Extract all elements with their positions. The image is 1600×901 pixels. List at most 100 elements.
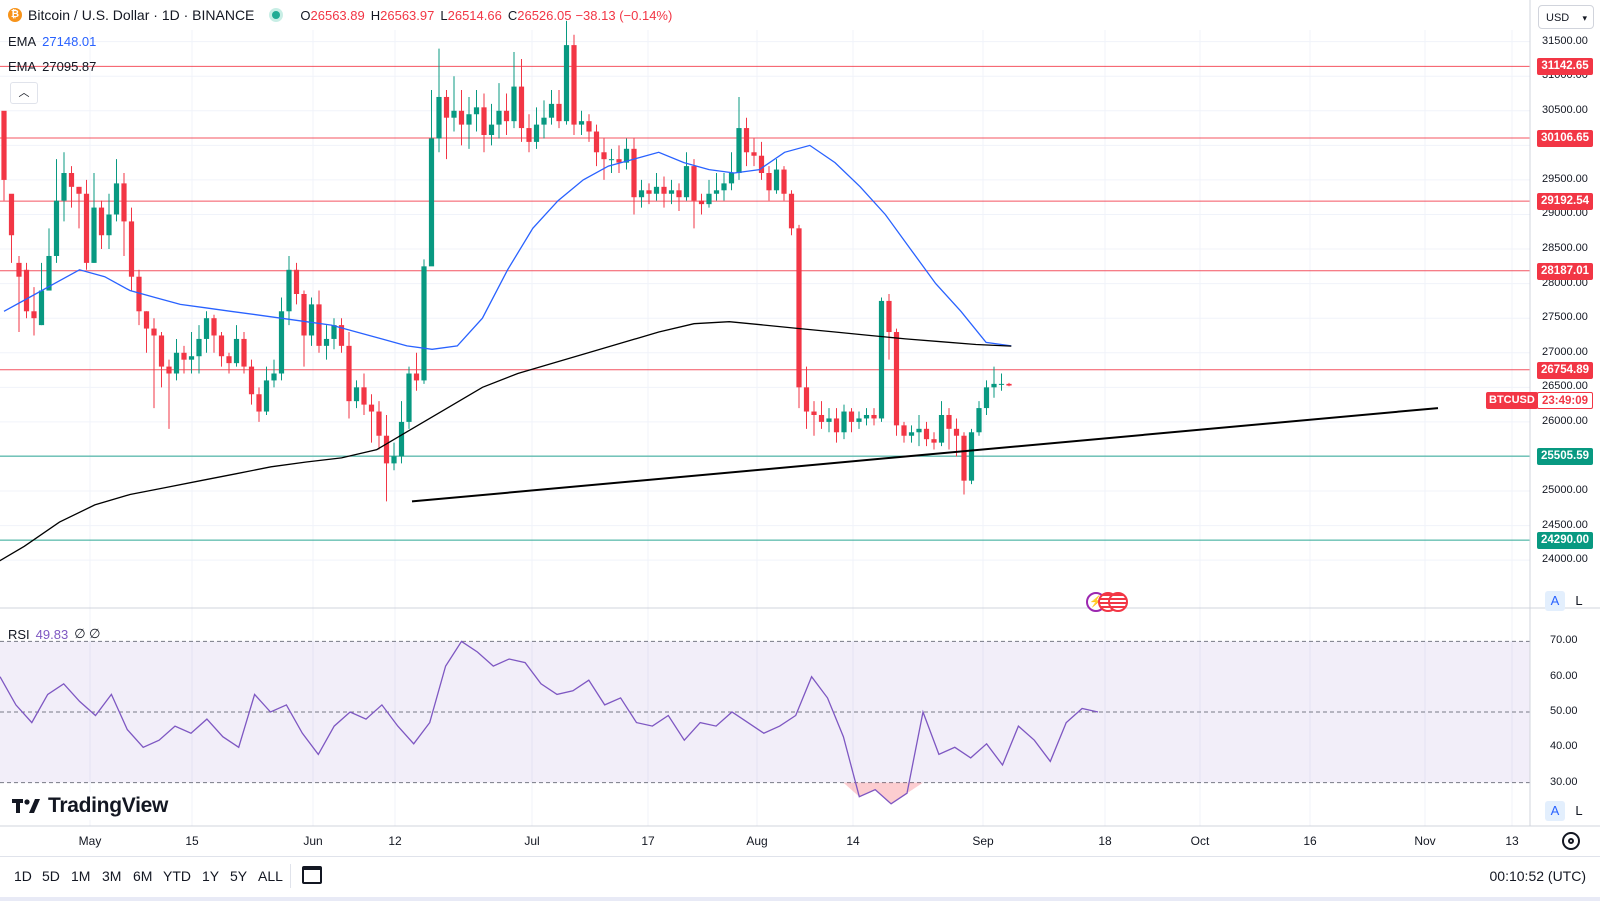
candle-body: [241, 338, 247, 367]
candle-body: [796, 228, 802, 388]
rsi-value: 49.83: [35, 626, 69, 642]
time-tick: Sep: [972, 834, 994, 848]
candle-series: [1, 20, 1012, 502]
symbol-price-tag: BTCUSD: [1486, 392, 1538, 409]
candle-body: [436, 96, 442, 139]
candle-body: [728, 173, 735, 184]
candle-body: [788, 193, 795, 229]
price-tick: 29000.00: [1542, 207, 1588, 220]
candle-body: [721, 183, 727, 191]
candle-body: [548, 103, 555, 118]
candle-body: [871, 414, 877, 419]
range-button-1m[interactable]: 1M: [71, 868, 91, 884]
rsi-line: [0, 640, 1099, 805]
rsi-legend[interactable]: RSI 49.83 ∅ ∅: [8, 626, 100, 642]
market-status-dot: [272, 11, 281, 19]
candle-body: [406, 373, 412, 422]
candle-body: [638, 190, 645, 198]
horizontal-levels[interactable]: [0, 65, 1530, 541]
candle-body: [766, 173, 772, 191]
range-button-all[interactable]: ALL: [258, 868, 283, 884]
log-scale-button[interactable]: L: [1575, 593, 1583, 608]
collapse-legend-button[interactable]: ︿: [10, 82, 38, 104]
range-button-1d[interactable]: 1D: [14, 868, 32, 884]
ema-slow-value: 27095.87: [42, 59, 97, 74]
candle-body: [938, 414, 945, 443]
toolbar-divider: [290, 864, 291, 888]
candle-body: [46, 255, 52, 291]
candle-body: [706, 193, 712, 205]
candle-body: [98, 207, 105, 236]
candle-body: [991, 383, 997, 388]
rsi-label: RSI: [8, 626, 30, 642]
ema-slow-line: [0, 321, 1012, 562]
candle-body: [443, 96, 450, 118]
candle-body: [758, 155, 765, 174]
range-button-3m[interactable]: 3M: [102, 868, 122, 884]
high-label: H: [370, 7, 381, 23]
calendar-range-icon[interactable]: [302, 866, 322, 884]
candle-body: [136, 276, 142, 312]
candle-body: [496, 110, 502, 125]
level-price-tag: 25505.59: [1537, 448, 1593, 466]
candle-body: [878, 300, 885, 419]
candle-body: [616, 159, 622, 163]
candle-body: [826, 418, 832, 422]
ema-slow-legend[interactable]: EMA 27095.87: [8, 59, 96, 74]
rsi-log-scale-button[interactable]: L: [1575, 803, 1583, 818]
candle-body: [608, 159, 615, 161]
candle-body: [263, 380, 270, 412]
candle-body: [856, 418, 862, 422]
high-value: 26563.97: [380, 7, 435, 23]
ema-fast-legend[interactable]: EMA 27148.01: [8, 34, 96, 49]
tradingview-logo[interactable]: TradingView: [12, 792, 175, 820]
candle-body: [571, 45, 577, 125]
candle-body: [428, 138, 435, 267]
candle-body: [38, 290, 45, 326]
countdown-value: 23:49:09: [1541, 395, 1589, 407]
rsi-tick: 30.00: [1550, 775, 1578, 788]
price-tick: 28500.00: [1542, 242, 1588, 255]
range-button-ytd[interactable]: YTD: [163, 868, 191, 884]
candle-body: [203, 318, 210, 339]
candle-body: [188, 356, 195, 360]
candle-body: [698, 200, 705, 205]
candle-body: [533, 124, 540, 142]
rsi-auto-scale-button[interactable]: A: [1545, 801, 1565, 821]
time-tick: Aug: [746, 834, 768, 848]
candle-body: [368, 404, 375, 412]
rsi-tick: 50.00: [1550, 705, 1578, 717]
candle-body: [211, 318, 217, 336]
auto-scale-button[interactable]: A: [1545, 591, 1565, 611]
candle-body: [458, 110, 465, 125]
candle-body: [683, 166, 690, 198]
candle-body: [976, 408, 982, 433]
symbol-title[interactable]: Bitcoin / U.S. Dollar · 1D · BINANCE: [28, 7, 255, 23]
utc-clock[interactable]: 00:10:52 (UTC): [1489, 868, 1586, 884]
events-icon[interactable]: ⚡: [1086, 592, 1128, 614]
range-button-1y[interactable]: 1Y: [202, 868, 220, 884]
candle-body: [833, 418, 840, 433]
close-value: 26526.05: [517, 7, 572, 23]
time-tick: Jun: [303, 834, 323, 848]
ema-fast-line: [3, 144, 1012, 350]
open-value: 26563.89: [310, 7, 365, 23]
support-trendline[interactable]: [411, 407, 1439, 503]
candle-body: [331, 325, 337, 339]
settings-icon[interactable]: [1562, 832, 1580, 850]
candle-body: [841, 411, 847, 433]
currency-select[interactable]: USD ▾: [1538, 5, 1594, 29]
candle-body: [818, 414, 825, 422]
candle-body: [1, 110, 7, 180]
candle-body: [113, 183, 120, 215]
candle-body: [848, 411, 855, 422]
symbol-legend: ₿ Bitcoin / U.S. Dollar · 1D · BINANCE O…: [8, 7, 676, 23]
time-tick: 18: [1098, 834, 1112, 848]
price-tick: 24500.00: [1542, 518, 1588, 531]
range-button-5d[interactable]: 5D: [42, 868, 60, 884]
range-button-5y[interactable]: 5Y: [230, 868, 248, 884]
candle-body: [661, 186, 667, 194]
candle-body: [181, 352, 187, 360]
range-button-6m[interactable]: 6M: [133, 868, 153, 884]
